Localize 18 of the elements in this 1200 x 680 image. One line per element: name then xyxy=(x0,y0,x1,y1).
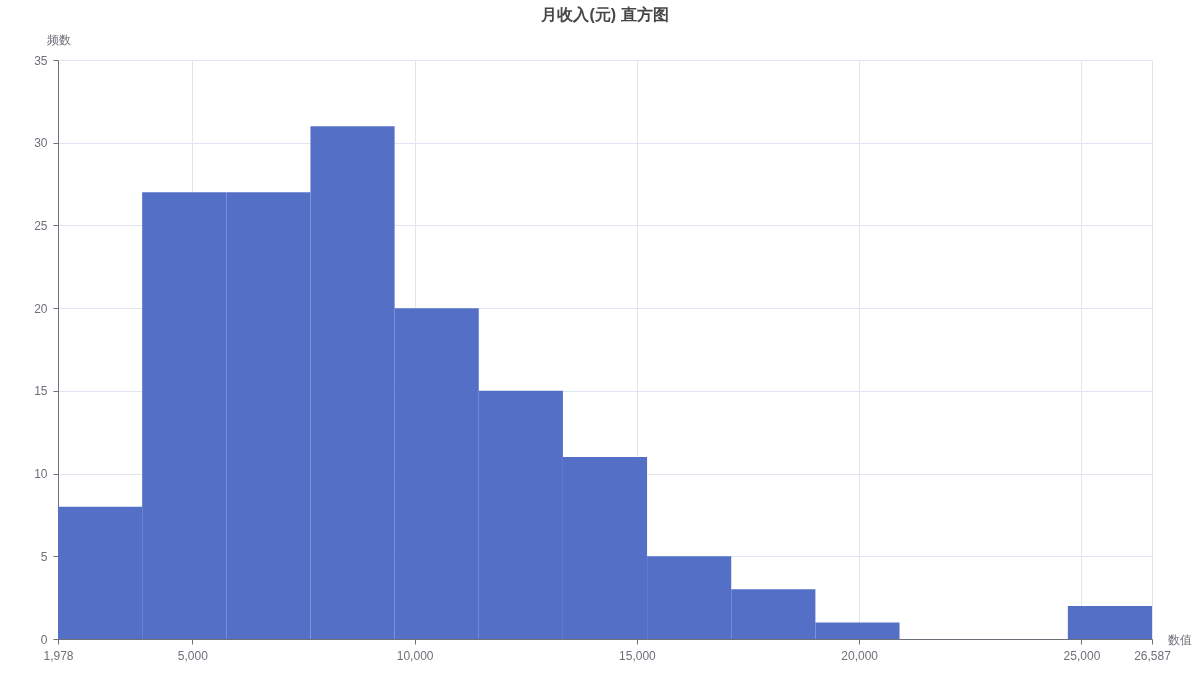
x-tick-label: 26,587 xyxy=(1134,648,1172,663)
y-tick-label: 30 xyxy=(34,136,48,151)
y-tick-label: 0 xyxy=(40,632,48,647)
x-tick-label: 20,000 xyxy=(841,648,879,663)
y-tick-label: 25 xyxy=(34,218,48,233)
y-tick-label: 20 xyxy=(34,301,48,316)
y-tick-label: 5 xyxy=(40,549,48,564)
y-tick-label: 35 xyxy=(34,53,48,68)
chart-title: 月收入(元) 直方图 xyxy=(540,5,669,23)
y-tick-label: 10 xyxy=(34,467,48,482)
x-tick-label: 5,000 xyxy=(177,648,209,663)
x-axis-title: 数值 xyxy=(1167,632,1192,647)
x-tick-label: 25,000 xyxy=(1063,648,1101,663)
y-tick-label: 15 xyxy=(34,384,48,399)
x-tick-label: 10,000 xyxy=(396,648,434,663)
x-tick-label: 1,978 xyxy=(43,648,74,663)
y-axis-title: 频数 xyxy=(46,32,71,47)
x-tick-label: 15,000 xyxy=(619,648,657,663)
